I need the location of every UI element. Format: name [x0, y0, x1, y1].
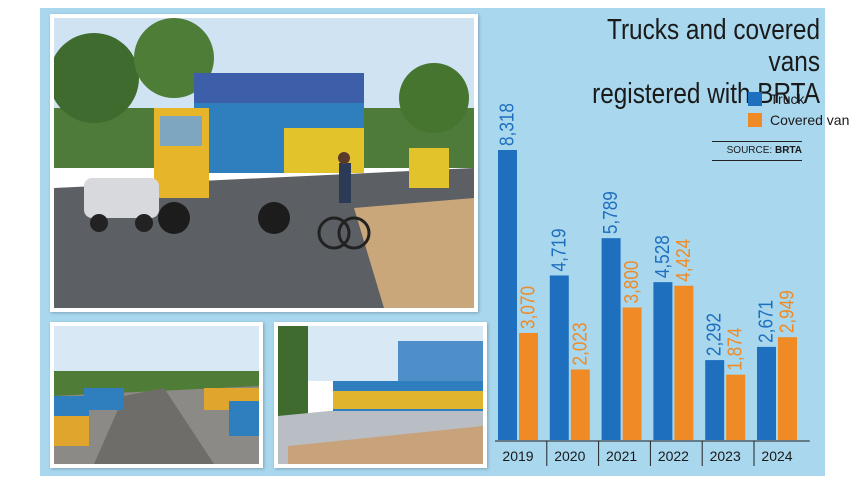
legend-item-truck: Truck — [748, 88, 849, 109]
bar-covered-van-2022 — [674, 285, 694, 440]
legend-label-covered-van: Covered van — [770, 111, 850, 128]
data-label-covered-van-2023: 1,874 — [725, 328, 747, 371]
data-label-truck-2019: 8,318 — [497, 103, 519, 146]
chart-title-line-1: Trucks and covered vans — [606, 14, 820, 78]
data-label-truck-2024: 2,671 — [756, 300, 778, 343]
data-label-truck-2021: 5,789 — [600, 191, 622, 234]
data-label-covered-van-2020: 2,023 — [569, 322, 591, 365]
legend-swatch-covered-van — [748, 112, 762, 127]
chart-title-line-2: registered with BRTA — [592, 78, 820, 110]
source-name: BRTA — [774, 145, 802, 156]
legend-item-covered-van: Covered van — [748, 109, 849, 130]
bar-truck-2024 — [757, 346, 776, 440]
x-tick-label-2019: 2019 — [502, 448, 533, 464]
legend-swatch-truck — [748, 91, 762, 106]
source-note: SOURCE: BRTA — [712, 141, 802, 161]
bar-covered-van-2019 — [519, 332, 538, 440]
bar-truck-2021 — [601, 238, 621, 440]
data-label-covered-van-2019: 3,070 — [518, 286, 540, 329]
legend-label-truck: Truck — [770, 90, 805, 107]
legend: Truck Covered van — [748, 88, 849, 130]
bar-truck-2020 — [549, 275, 569, 440]
x-tick-label-2021: 2021 — [606, 448, 637, 464]
chart-title: Trucks and covered vans registered with … — [551, 14, 820, 110]
bar-covered-van-2024 — [778, 337, 797, 440]
bar-covered-van-2023 — [726, 374, 746, 440]
bar-covered-van-2020 — [570, 369, 590, 440]
parked-trucks-road-photo-1 — [50, 322, 263, 468]
x-tick-label-2024: 2024 — [761, 448, 792, 464]
source-label: SOURCE: — [726, 145, 773, 156]
data-label-truck-2022: 4,528 — [652, 235, 674, 278]
bar-truck-2023 — [705, 360, 725, 440]
data-label-truck-2023: 2,292 — [704, 313, 726, 356]
truck-on-road-photo — [50, 14, 478, 312]
data-label-truck-2020: 4,719 — [548, 228, 570, 271]
x-tick-label-2020: 2020 — [554, 448, 585, 464]
data-label-covered-van-2022: 4,424 — [673, 239, 695, 282]
data-label-covered-van-2024: 2,949 — [777, 290, 799, 333]
bar-truck-2022 — [653, 282, 673, 440]
bar-truck-2019 — [498, 150, 517, 440]
x-tick-label-2023: 2023 — [710, 448, 741, 464]
x-tick-label-2022: 2022 — [658, 448, 689, 464]
bar-covered-van-2021 — [622, 307, 642, 440]
parked-trucks-road-photo-2 — [274, 322, 487, 468]
data-label-covered-van-2021: 3,800 — [621, 261, 643, 304]
